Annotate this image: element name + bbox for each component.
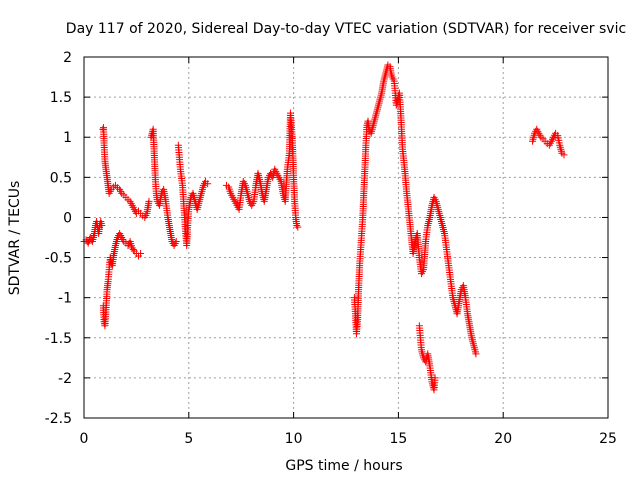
y-tick-label: 2 <box>63 50 72 66</box>
x-tick-label: 10 <box>285 431 303 447</box>
data-point <box>145 197 153 205</box>
data-point <box>137 250 145 258</box>
axis-ticks <box>83 56 609 419</box>
data-points <box>80 61 568 394</box>
data-point <box>560 151 568 159</box>
y-tick-label: -1 <box>58 291 72 307</box>
data-point <box>431 374 439 382</box>
data-point <box>172 238 180 246</box>
data-point <box>472 350 480 358</box>
data-point <box>294 223 302 231</box>
y-tick-label: 1.5 <box>50 90 72 106</box>
y-tick-label: 1 <box>63 130 72 146</box>
x-tick-label: 5 <box>184 431 193 447</box>
x-axis-label: GPS time / hours <box>285 458 402 474</box>
y-tick-labels: -2.5 -2 -1.5 -1 -0.5 0 0.5 1 1.5 2 <box>45 50 72 427</box>
data-point <box>204 180 212 188</box>
x-tick-label: 0 <box>80 431 89 447</box>
grid-lines <box>84 57 608 418</box>
y-tick-label: 0 <box>63 210 72 226</box>
y-tick-label: -2.5 <box>45 411 72 427</box>
x-tick-label: 15 <box>389 431 407 447</box>
plot-frame <box>83 56 609 419</box>
x-tick-label: 20 <box>494 431 512 447</box>
data-point <box>293 221 301 229</box>
data-point <box>98 221 106 229</box>
chart-title: Day 117 of 2020, Sidereal Day-to-day VTE… <box>66 21 626 37</box>
y-tick-label: -1.5 <box>45 331 72 347</box>
y-tick-label: -2 <box>58 371 72 387</box>
y-axis-label: SDTVAR / TECUs <box>7 181 23 296</box>
data-point <box>129 246 137 254</box>
y-tick-label: 0.5 <box>50 170 72 186</box>
x-tick-labels: 0 5 10 15 20 25 <box>80 431 617 447</box>
x-tick-label: 25 <box>599 431 617 447</box>
y-tick-label: -0.5 <box>45 251 72 267</box>
